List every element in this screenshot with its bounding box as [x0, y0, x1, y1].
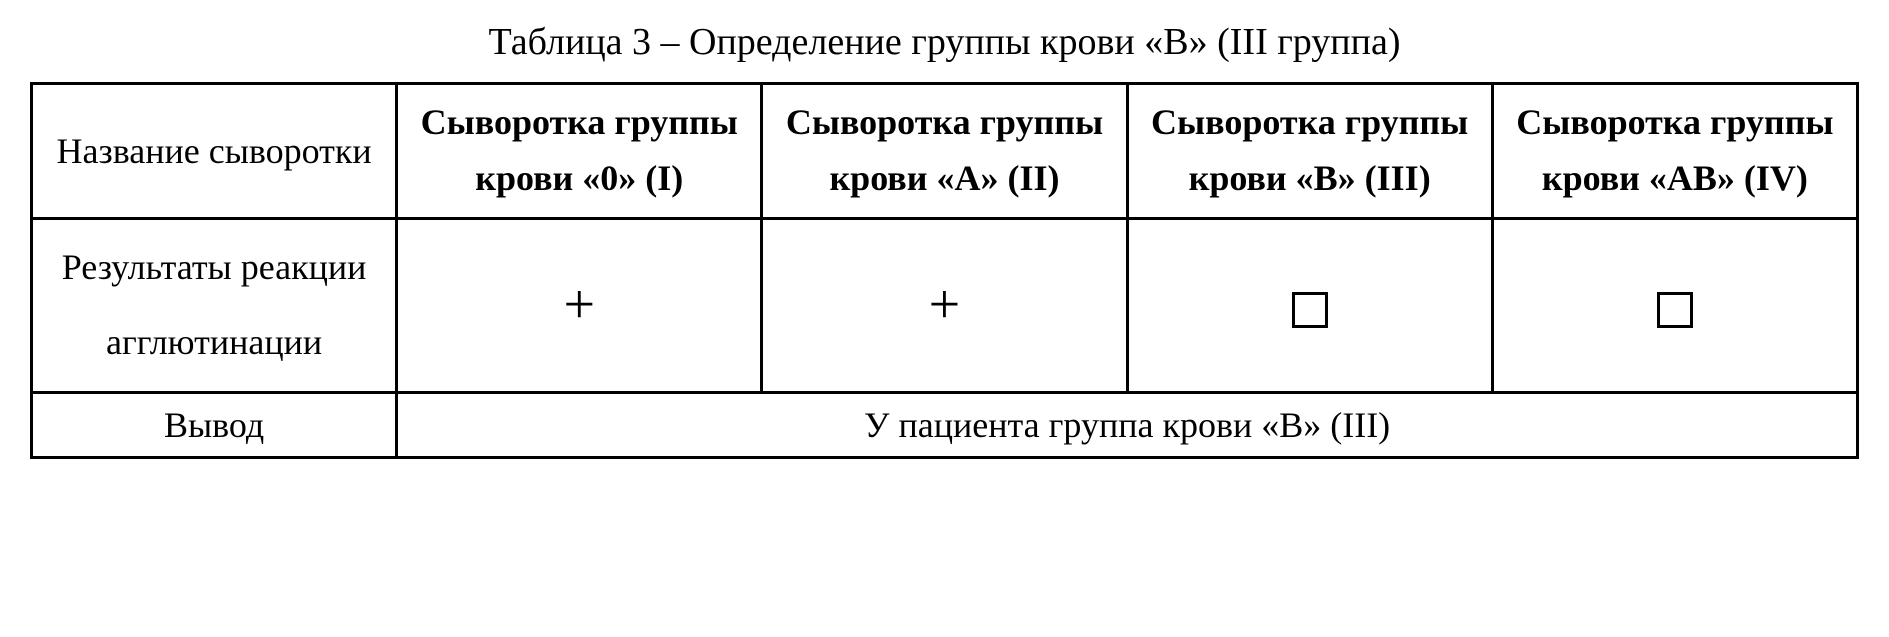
column-header-serum-ab: Сыворотка группы крови «АВ» (IV) — [1492, 84, 1857, 219]
column-header-serum-a: Сыворотка группы крови «А» (II) — [762, 84, 1127, 219]
table-conclusion-row: Вывод У пациента группа крови «В» (III) — [32, 392, 1858, 457]
result-cell-1: + — [762, 218, 1127, 392]
square-icon — [1292, 292, 1328, 328]
result-cell-2 — [1127, 218, 1492, 392]
blood-type-table: Название сыворотки Сыворотка группы кров… — [30, 82, 1859, 459]
result-cell-3 — [1492, 218, 1857, 392]
table-caption: Таблица 3 – Определение группы крови «В»… — [30, 20, 1859, 64]
table-header-row: Название сыворотки Сыворотка группы кров… — [32, 84, 1858, 219]
result-cell-0: + — [397, 218, 762, 392]
square-icon — [1657, 292, 1693, 328]
table-results-row: Результаты реакции агглютинации + + — [32, 218, 1858, 392]
conclusion-value: У пациента группа крови «В» (III) — [397, 392, 1858, 457]
results-row-label: Результаты реакции агглютинации — [32, 218, 397, 392]
conclusion-label: Вывод — [32, 392, 397, 457]
column-header-serum-0: Сыворотка группы крови «0» (I) — [397, 84, 762, 219]
column-header-name: Название сыворотки — [32, 84, 397, 219]
column-header-serum-b: Сыворотка группы крови «В» (III) — [1127, 84, 1492, 219]
